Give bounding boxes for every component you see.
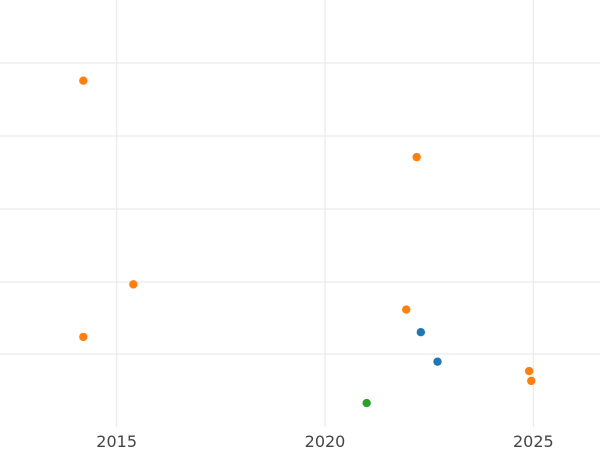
x-tick-label: 2025 bbox=[513, 432, 554, 450]
data-point bbox=[79, 76, 88, 85]
data-point bbox=[433, 357, 442, 366]
data-point bbox=[527, 376, 536, 386]
data-point bbox=[524, 366, 534, 376]
data-point bbox=[402, 305, 411, 314]
data-point bbox=[129, 280, 138, 289]
data-point bbox=[416, 328, 426, 337]
x-tick-label: 2020 bbox=[305, 432, 346, 450]
data-point bbox=[79, 332, 88, 342]
data-point bbox=[362, 398, 371, 408]
x-axis-ticks: 2015 2020 2025 bbox=[96, 432, 553, 450]
x-tick-label: 2015 bbox=[96, 432, 137, 450]
data-points bbox=[79, 76, 536, 408]
grid bbox=[0, 0, 600, 427]
data-point bbox=[412, 152, 421, 162]
